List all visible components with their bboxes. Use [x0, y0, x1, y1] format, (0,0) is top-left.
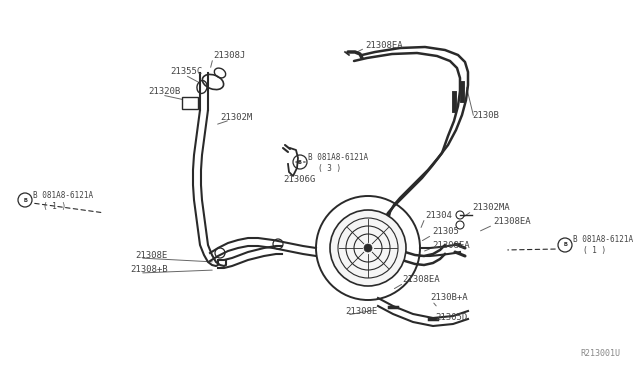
Text: ( 3 ): ( 3 ): [318, 164, 341, 173]
Text: 21308E: 21308E: [345, 308, 377, 317]
Text: 21308EA: 21308EA: [493, 218, 531, 227]
Text: 21355C: 21355C: [170, 67, 202, 77]
Text: ( 1 ): ( 1 ): [43, 202, 66, 211]
Text: 21302MA: 21302MA: [472, 203, 509, 212]
Text: 21308EA: 21308EA: [365, 41, 403, 49]
Text: 21308EA: 21308EA: [402, 276, 440, 285]
Text: B 081A8-6121A: B 081A8-6121A: [573, 235, 633, 244]
Text: B 081A8-6121A: B 081A8-6121A: [33, 190, 93, 199]
Text: 21305: 21305: [432, 228, 459, 237]
Text: 2130B+A: 2130B+A: [430, 294, 468, 302]
Text: 21305D: 21305D: [435, 314, 467, 323]
Text: B 081A8-6121A: B 081A8-6121A: [308, 153, 368, 161]
Text: 21302M: 21302M: [220, 113, 252, 122]
Text: 21306G: 21306G: [283, 176, 316, 185]
Circle shape: [364, 244, 372, 252]
Text: B: B: [298, 160, 302, 164]
Text: 21308+B: 21308+B: [130, 266, 168, 275]
Text: B: B: [23, 198, 27, 202]
Text: R213001U: R213001U: [580, 349, 620, 358]
Text: B: B: [563, 243, 567, 247]
Text: 21320B: 21320B: [148, 87, 180, 96]
Text: 2130B: 2130B: [472, 110, 499, 119]
Text: 21308J: 21308J: [213, 51, 245, 60]
Circle shape: [330, 210, 406, 286]
Text: 21304: 21304: [425, 211, 452, 219]
Text: 21308E: 21308E: [135, 250, 167, 260]
Text: 21308EA: 21308EA: [432, 241, 470, 250]
Text: ( 1 ): ( 1 ): [583, 247, 606, 256]
